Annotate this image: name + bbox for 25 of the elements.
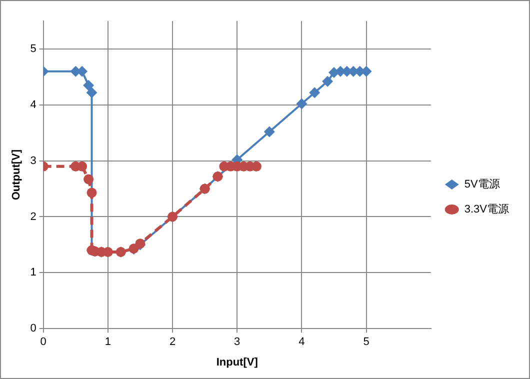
x-tick-label: 3 bbox=[234, 336, 240, 348]
y-tick-label: 3 bbox=[30, 154, 36, 167]
x-axis-title: Input[V] bbox=[216, 356, 258, 368]
x-tick-label: 0 bbox=[40, 336, 46, 348]
y-tick-label: 5 bbox=[30, 42, 36, 55]
point bbox=[77, 161, 88, 172]
x-tick-label: 2 bbox=[169, 336, 176, 348]
y-tick-label: 4 bbox=[30, 98, 36, 111]
x-tick-label: 5 bbox=[363, 336, 370, 348]
point bbox=[83, 80, 94, 91]
y-axis-title: Output[V] bbox=[10, 149, 23, 200]
y-tick-label: 1 bbox=[30, 266, 36, 279]
point bbox=[296, 98, 308, 110]
point bbox=[309, 87, 320, 98]
x-tick-label: 1 bbox=[104, 336, 111, 348]
point bbox=[86, 188, 97, 198]
point bbox=[264, 126, 275, 138]
legend-label: 5V電源 bbox=[464, 178, 500, 191]
point bbox=[84, 174, 94, 184]
x-tick-label: 4 bbox=[298, 336, 305, 348]
point bbox=[86, 87, 98, 98]
legend-label: 3.3V電源 bbox=[464, 204, 510, 216]
y-tick-label: 2 bbox=[30, 210, 36, 223]
point bbox=[322, 76, 334, 87]
y-tick-label: 0 bbox=[30, 322, 36, 335]
